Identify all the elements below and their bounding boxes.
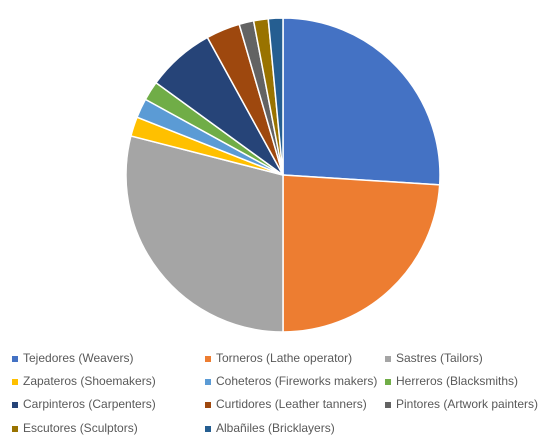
legend-label: Tejedores (Weavers) — [23, 351, 133, 365]
legend-label: Pintores (Artwork painters) — [396, 397, 538, 411]
legend-marker — [12, 426, 18, 432]
legend-label: Carpinteros (Carpenters) — [23, 397, 156, 411]
legend-marker — [385, 379, 391, 385]
pie-slice — [267, 17, 284, 176]
pie-slice — [282, 17, 441, 186]
legend-label: Sastres (Tailors) — [396, 351, 483, 365]
legend-label: Coheteros (Fireworks makers) — [216, 374, 377, 388]
legend-marker — [12, 402, 18, 408]
legend-marker — [205, 426, 211, 432]
legend-marker — [385, 402, 391, 408]
legend-marker — [205, 379, 211, 385]
legend-marker — [12, 356, 18, 362]
legend-marker — [205, 402, 211, 408]
legend-label: Escutores (Sculptors) — [23, 421, 138, 435]
legend-label: Herreros (Blacksmiths) — [396, 374, 518, 388]
legend-label: Albañiles (Bricklayers) — [216, 421, 335, 435]
legend-label: Torneros (Lathe operator) — [216, 351, 352, 365]
legend-marker — [12, 379, 18, 385]
legend-marker — [385, 356, 391, 362]
pie-slice — [282, 174, 441, 333]
legend-label: Curtidores (Leather tanners) — [216, 397, 367, 411]
legend-label: Zapateros (Shoemakers) — [23, 374, 156, 388]
pie-slice — [125, 135, 284, 333]
legend-marker — [205, 356, 211, 362]
